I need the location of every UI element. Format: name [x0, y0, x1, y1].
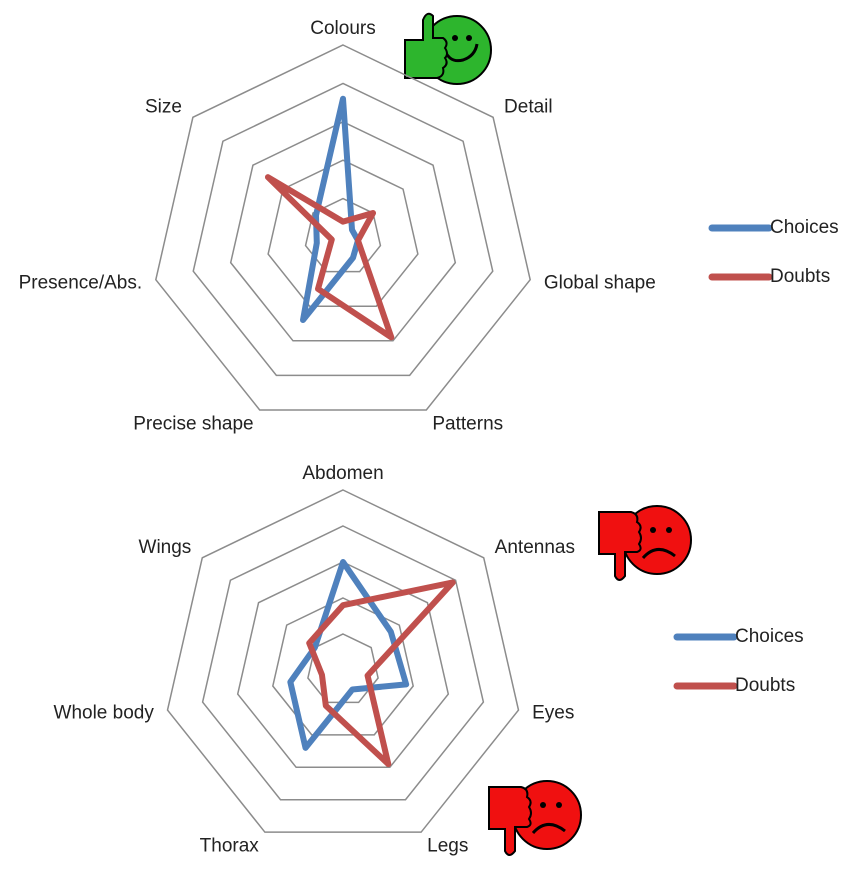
legend-label: Doubts	[735, 675, 795, 696]
axis-label: Detail	[504, 96, 553, 117]
grid-ring	[229, 120, 457, 342]
axis-label: Eyes	[532, 703, 574, 724]
grid-ring	[271, 597, 415, 736]
legend-label: Choices	[770, 217, 839, 238]
axis-label: Whole body	[54, 703, 155, 724]
thumbs-up-icon	[404, 12, 492, 85]
grid-ring	[236, 561, 450, 769]
grid-ring	[267, 159, 419, 307]
series-line	[264, 174, 395, 341]
series-line	[300, 95, 361, 324]
axis-label: Legs	[427, 836, 468, 857]
legend-label: Choices	[735, 626, 804, 647]
axis-label: Colours	[310, 18, 375, 39]
thumbs-down-icon	[598, 505, 692, 581]
axis-label: Patterns	[432, 413, 503, 434]
grid-ring	[192, 82, 494, 377]
axis-label: Presence/Abs.	[19, 272, 143, 293]
grid-ring	[166, 489, 520, 833]
axis-label: Precise shape	[133, 413, 253, 434]
axis-label: Size	[145, 96, 182, 117]
grid-ring	[155, 44, 531, 411]
axis-label: Thorax	[200, 836, 260, 857]
axis-label: Antennas	[495, 537, 575, 558]
series-line	[306, 579, 456, 768]
grid-ring	[201, 525, 485, 801]
axis-label: Abdomen	[302, 463, 383, 484]
thumbs-down-icon	[488, 780, 582, 856]
axis-label: Global shape	[544, 272, 656, 293]
axis-label: Wings	[139, 537, 192, 558]
legend-label: Doubts	[770, 266, 830, 287]
